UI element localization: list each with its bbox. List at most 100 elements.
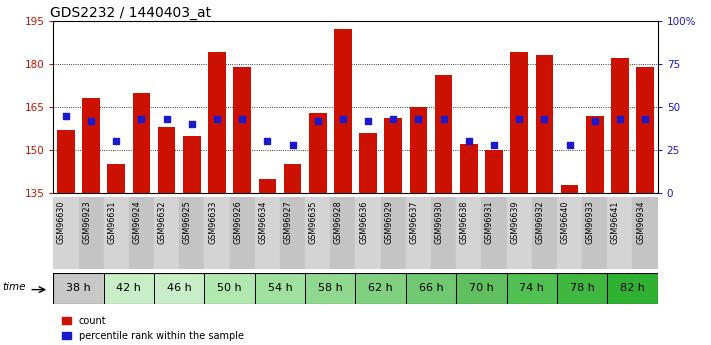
Text: GSM96925: GSM96925	[183, 200, 192, 244]
Bar	[208, 52, 226, 193]
Bar	[82, 98, 100, 193]
Text: GSM96923: GSM96923	[82, 200, 91, 244]
Text: 74 h: 74 h	[519, 283, 544, 293]
Bar	[53, 197, 78, 269]
Bar	[356, 273, 406, 304]
Legend: count, percentile rank within the sample: count, percentile rank within the sample	[58, 312, 247, 345]
Point	[60, 113, 72, 118]
Bar	[506, 197, 532, 269]
Text: 58 h: 58 h	[318, 283, 343, 293]
Point	[513, 116, 525, 122]
Point	[337, 116, 348, 122]
Bar	[359, 133, 377, 193]
Point	[589, 118, 600, 124]
Bar	[154, 273, 205, 304]
Bar	[179, 197, 205, 269]
Bar	[607, 273, 658, 304]
Bar	[435, 75, 452, 193]
Bar	[561, 185, 578, 193]
Text: GSM96933: GSM96933	[586, 200, 594, 244]
Text: GSM96639: GSM96639	[510, 200, 519, 244]
Text: time: time	[3, 282, 26, 292]
Bar	[309, 113, 326, 193]
Text: 66 h: 66 h	[419, 283, 444, 293]
Text: GSM96928: GSM96928	[334, 200, 343, 244]
Text: GSM96638: GSM96638	[460, 200, 469, 244]
Text: GSM96631: GSM96631	[107, 200, 117, 244]
Bar	[456, 273, 506, 304]
Bar	[557, 273, 607, 304]
Bar	[183, 136, 201, 193]
Bar	[259, 179, 276, 193]
Bar	[611, 58, 629, 193]
Bar	[154, 197, 179, 269]
Bar	[305, 197, 331, 269]
Bar	[305, 273, 356, 304]
Bar	[53, 273, 104, 304]
Text: GSM96932: GSM96932	[535, 200, 545, 244]
Bar	[485, 150, 503, 193]
Point	[363, 118, 374, 124]
Text: 46 h: 46 h	[167, 283, 191, 293]
Point	[136, 116, 147, 122]
Bar	[284, 165, 301, 193]
Bar	[633, 197, 658, 269]
Point	[111, 139, 122, 144]
Point	[413, 116, 424, 122]
Text: 82 h: 82 h	[620, 283, 645, 293]
Bar	[506, 273, 557, 304]
Bar	[280, 197, 305, 269]
Text: 78 h: 78 h	[570, 283, 594, 293]
Point	[614, 116, 626, 122]
Point	[438, 116, 449, 122]
Text: GSM96637: GSM96637	[410, 200, 419, 244]
Text: GSM96636: GSM96636	[359, 200, 368, 244]
Point	[387, 116, 399, 122]
Point	[287, 142, 298, 148]
Point	[539, 116, 550, 122]
Bar	[586, 116, 604, 193]
Point	[186, 121, 198, 127]
Text: GSM96630: GSM96630	[57, 200, 66, 244]
Text: 38 h: 38 h	[66, 283, 91, 293]
Bar	[557, 197, 582, 269]
Text: GSM96931: GSM96931	[485, 200, 494, 244]
Text: 70 h: 70 h	[469, 283, 493, 293]
Bar	[78, 197, 104, 269]
Bar	[636, 67, 654, 193]
Bar	[431, 197, 456, 269]
Text: GSM96927: GSM96927	[284, 200, 292, 244]
Bar	[532, 197, 557, 269]
Text: 62 h: 62 h	[368, 283, 393, 293]
Bar	[104, 273, 154, 304]
Point	[262, 139, 273, 144]
Bar	[331, 197, 356, 269]
Bar	[133, 92, 150, 193]
Text: GSM96929: GSM96929	[384, 200, 393, 244]
Text: GSM96641: GSM96641	[611, 200, 620, 244]
Bar	[510, 52, 528, 193]
Point	[161, 116, 172, 122]
Text: GSM96934: GSM96934	[636, 200, 645, 244]
Bar	[406, 197, 431, 269]
Point	[85, 118, 97, 124]
Point	[237, 116, 248, 122]
Bar	[456, 197, 481, 269]
Bar	[582, 197, 607, 269]
Point	[211, 116, 223, 122]
Bar	[158, 127, 176, 193]
Bar	[107, 165, 125, 193]
Bar	[205, 273, 255, 304]
Text: GSM96924: GSM96924	[132, 200, 141, 244]
Text: GSM96632: GSM96632	[158, 200, 166, 244]
Text: 50 h: 50 h	[218, 283, 242, 293]
Bar	[230, 197, 255, 269]
Point	[488, 142, 500, 148]
Text: GDS2232 / 1440403_at: GDS2232 / 1440403_at	[50, 6, 211, 20]
Text: GSM96640: GSM96640	[560, 200, 570, 244]
Bar	[406, 273, 456, 304]
Bar	[481, 197, 506, 269]
Bar	[129, 197, 154, 269]
Bar	[255, 273, 305, 304]
Text: GSM96635: GSM96635	[309, 200, 318, 244]
